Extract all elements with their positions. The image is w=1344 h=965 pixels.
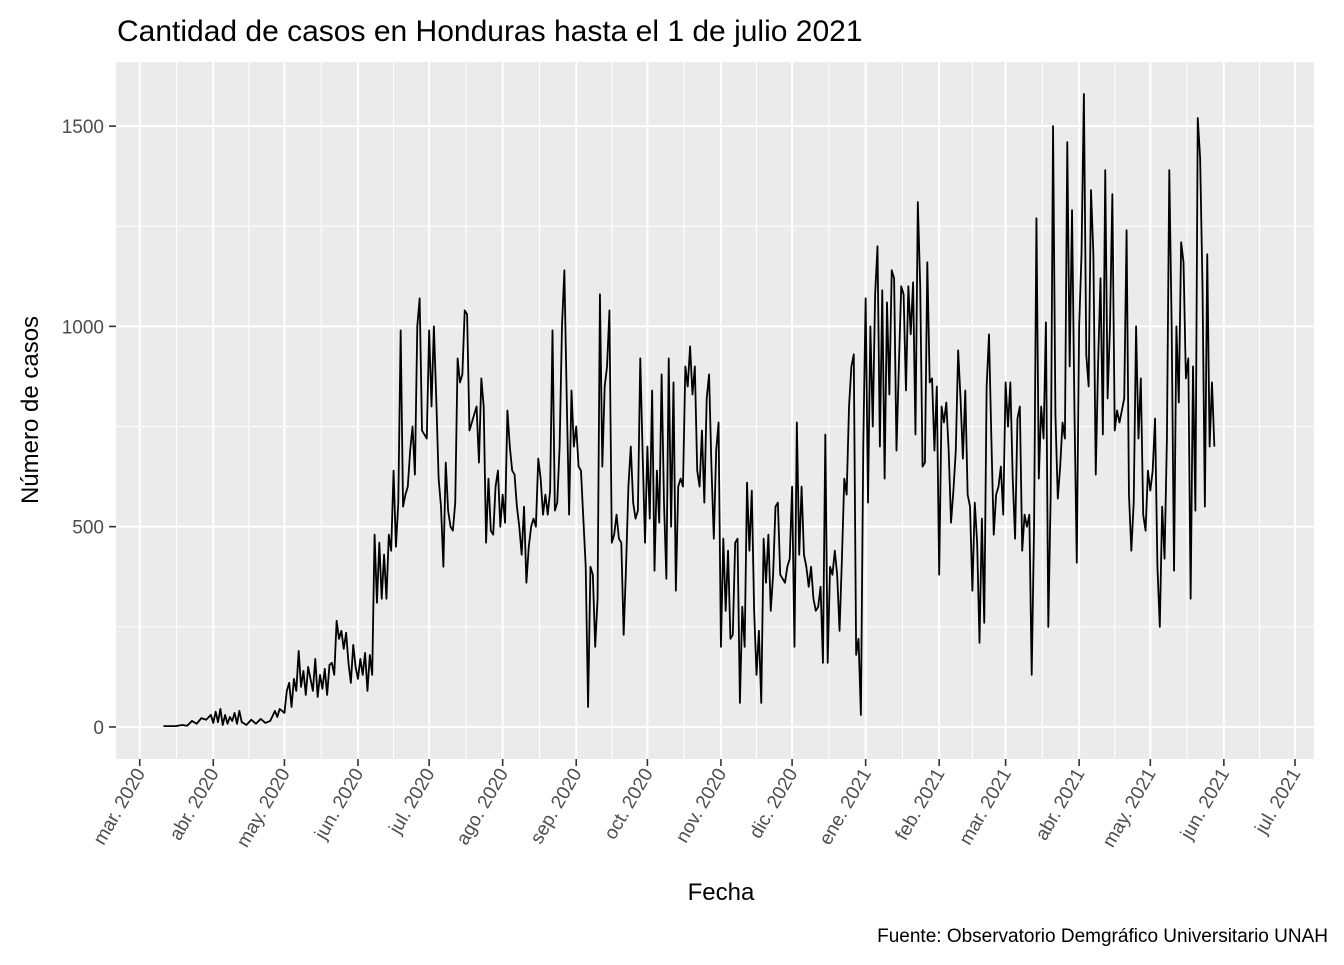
source-caption: Fuente: Observatorio Demgráfico Universi… [877,926,1328,947]
x-tick-label: ago. 2020 [453,765,513,849]
major-gridlines-x [138,62,1297,759]
y-tick-label: 1500 [62,117,104,138]
x-tick-label: feb. 2021 [892,765,950,844]
x-tick-label: mar. 2020 [90,765,150,849]
y-axis: 0 500 1000 1500 [62,117,116,739]
x-tick-label: sep. 2020 [527,765,587,848]
y-tick-label: 1000 [62,317,104,338]
x-tick-label: jun. 2020 [311,765,369,844]
x-tick-label: jun. 2021 [1176,765,1234,844]
y-axis-title: Número de casos [17,316,44,504]
x-tick-label: abr. 2020 [166,765,224,844]
x-tick-label: jul. 2020 [385,765,440,839]
x-tick-label: dic. 2020 [746,765,803,842]
chart-title: Cantidad de casos en Honduras hasta el 1… [117,15,863,48]
x-axis: mar. 2020 abr. 2020 may. 2020 jun. 2020 jul.… [90,759,1306,851]
y-tick-label: 0 [93,718,104,739]
series-line-cases [163,93,1216,728]
x-tick-label: ene. 2021 [816,765,876,849]
x-tick-label: may. 2021 [1099,765,1161,851]
y-tick-label: 500 [72,518,104,539]
x-tick-label: jul. 2021 [1251,765,1306,839]
x-tick-label: nov. 2020 [672,765,731,847]
x-tick-label: oct. 2020 [600,765,657,843]
x-axis-title: Fecha [688,879,755,906]
x-tick-label: may. 2020 [233,765,295,851]
x-tick-label: mar. 2021 [955,765,1015,849]
x-tick-label: abr. 2021 [1032,765,1090,844]
